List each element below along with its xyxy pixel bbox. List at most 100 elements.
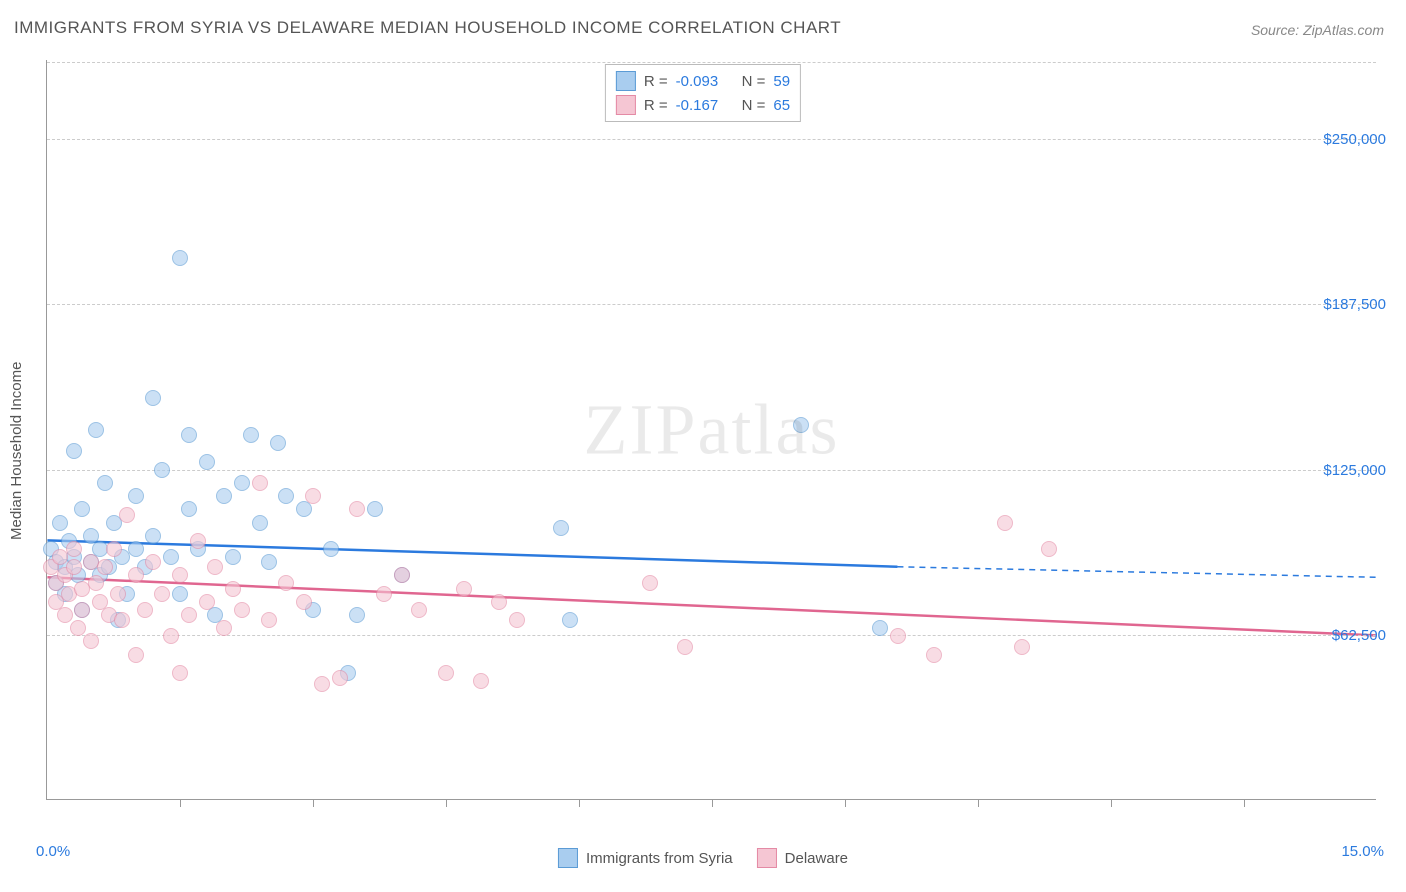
data-point [997, 515, 1013, 531]
data-point [163, 628, 179, 644]
data-point [456, 581, 472, 597]
data-point [278, 575, 294, 591]
data-point [677, 639, 693, 655]
data-point [270, 435, 286, 451]
data-point [793, 417, 809, 433]
data-point [305, 488, 321, 504]
chart-container: IMMIGRANTS FROM SYRIA VS DELAWARE MEDIAN… [0, 0, 1406, 892]
data-point [145, 390, 161, 406]
data-point [243, 427, 259, 443]
legend-n-value: 65 [773, 97, 790, 114]
legend-swatch [616, 71, 636, 91]
gridline [47, 62, 1376, 63]
data-point [225, 581, 241, 597]
legend-swatch [558, 848, 578, 868]
data-point [137, 602, 153, 618]
gridline [47, 635, 1376, 636]
data-point [314, 676, 330, 692]
data-point [562, 612, 578, 628]
data-point [70, 620, 86, 636]
data-point [172, 586, 188, 602]
data-point [172, 250, 188, 266]
legend-series-name: Delaware [785, 850, 848, 867]
source-label: Source: [1251, 22, 1299, 38]
source-name: ZipAtlas.com [1303, 22, 1384, 38]
data-point [181, 607, 197, 623]
x-tick [579, 799, 580, 807]
legend-n-value: 59 [773, 73, 790, 90]
data-point [349, 607, 365, 623]
data-point [491, 594, 507, 610]
data-point [553, 520, 569, 536]
y-tick-label: $187,500 [1323, 296, 1386, 313]
y-tick-label: $250,000 [1323, 131, 1386, 148]
data-point [181, 501, 197, 517]
data-point [296, 594, 312, 610]
data-point [74, 602, 90, 618]
data-point [261, 554, 277, 570]
data-point [57, 607, 73, 623]
data-point [252, 515, 268, 531]
data-point [181, 427, 197, 443]
data-point [261, 612, 277, 628]
legend-item: Delaware [757, 848, 848, 868]
data-point [145, 554, 161, 570]
data-point [1014, 639, 1030, 655]
data-point [367, 501, 383, 517]
legend-swatch [757, 848, 777, 868]
data-point [74, 501, 90, 517]
legend-r-label: R = [644, 97, 668, 114]
data-point [216, 488, 232, 504]
data-point [926, 647, 942, 663]
data-point [411, 602, 427, 618]
data-point [106, 541, 122, 557]
data-point [278, 488, 294, 504]
data-point [163, 549, 179, 565]
legend-item: Immigrants from Syria [558, 848, 733, 868]
data-point [88, 575, 104, 591]
data-point [323, 541, 339, 557]
data-point [172, 665, 188, 681]
x-tick [978, 799, 979, 807]
x-tick [1244, 799, 1245, 807]
series-legend: Immigrants from Syria Delaware [558, 848, 848, 868]
gridline [47, 304, 1376, 305]
data-point [234, 475, 250, 491]
legend-row: R = -0.167 N = 65 [616, 93, 790, 117]
data-point [97, 559, 113, 575]
data-point [128, 541, 144, 557]
data-point [145, 528, 161, 544]
data-point [376, 586, 392, 602]
x-tick [712, 799, 713, 807]
data-point [1041, 541, 1057, 557]
y-axis-label: Median Household Income [8, 362, 25, 540]
y-tick-label: $62,500 [1332, 627, 1386, 644]
data-point [509, 612, 525, 628]
data-point [97, 475, 113, 491]
data-point [349, 501, 365, 517]
y-tick-label: $125,000 [1323, 462, 1386, 479]
x-tick [1111, 799, 1112, 807]
data-point [199, 454, 215, 470]
data-point [154, 462, 170, 478]
data-point [225, 549, 241, 565]
legend-r-value: -0.093 [676, 73, 734, 90]
data-point [473, 673, 489, 689]
legend-r-value: -0.167 [676, 97, 734, 114]
data-point [154, 586, 170, 602]
data-point [52, 515, 68, 531]
x-tick [446, 799, 447, 807]
legend-r-label: R = [644, 73, 668, 90]
legend-n-label: N = [742, 97, 766, 114]
data-point [88, 422, 104, 438]
chart-title: IMMIGRANTS FROM SYRIA VS DELAWARE MEDIAN… [14, 18, 841, 38]
legend-series-name: Immigrants from Syria [586, 850, 733, 867]
legend-swatch [616, 95, 636, 115]
gridline [47, 139, 1376, 140]
data-point [234, 602, 250, 618]
data-point [216, 620, 232, 636]
legend-n-label: N = [742, 73, 766, 90]
data-point [207, 559, 223, 575]
data-point [119, 507, 135, 523]
legend-row: R = -0.093 N = 59 [616, 69, 790, 93]
